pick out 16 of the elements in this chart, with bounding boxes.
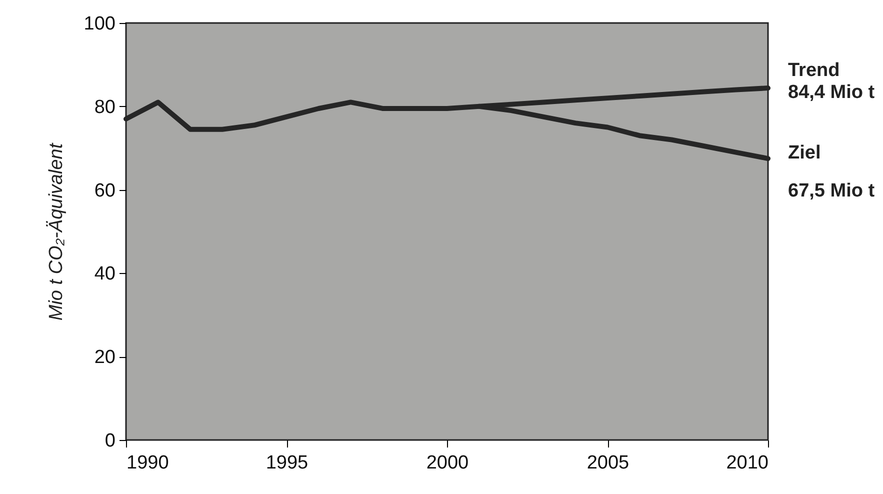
series-label: Ziel — [788, 142, 821, 164]
y-tick-label: 40 — [94, 264, 116, 285]
annotation: 67,5 Mio t — [788, 180, 876, 202]
y-tick-label: 0 — [104, 430, 116, 452]
x-tick-label: 2005 — [586, 452, 630, 474]
y-tick-label: 80 — [94, 96, 116, 118]
y-axis-title: Mio t CO₂-Äquivalent — [46, 142, 67, 321]
annotation: 84,4 Mio t — [788, 82, 876, 104]
series-label: Trend — [788, 60, 840, 82]
y-tick-label: 20 — [94, 347, 116, 368]
x-tick-label: 2000 — [426, 452, 469, 474]
x-tick-label: 2010 — [726, 452, 768, 474]
x-tick-label: 1995 — [266, 452, 308, 474]
y-tick-label: 60 — [94, 180, 116, 202]
y-tick-label: 100 — [84, 14, 116, 34]
x-tick-label: 1990 — [126, 452, 169, 474]
